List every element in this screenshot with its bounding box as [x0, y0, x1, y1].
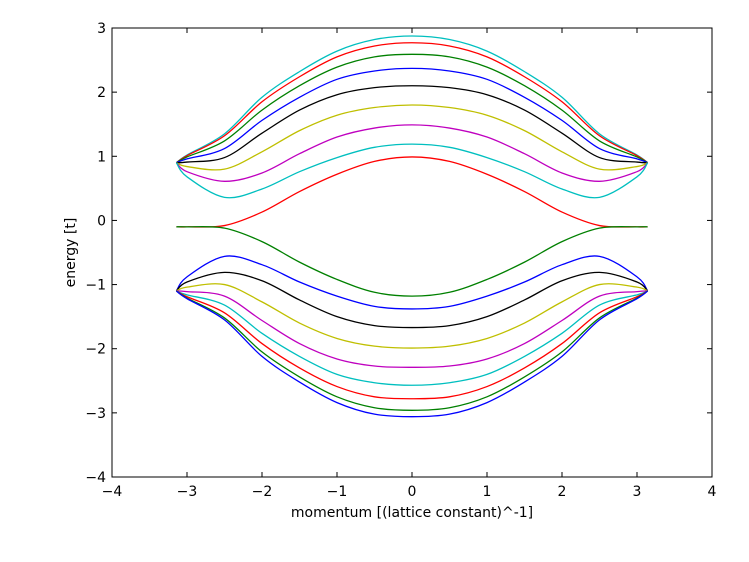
y-tick-label: −3 [85, 406, 106, 422]
y-tick-label: 1 [97, 149, 106, 165]
series-line-band-upper-9 [175, 35, 649, 164]
series-layer [175, 35, 649, 418]
x-tick-label: 0 [408, 484, 417, 500]
x-tick-label: −4 [102, 484, 123, 500]
series-line-band-lower-5 [176, 290, 648, 368]
series-line-band-upper-7 [176, 53, 648, 164]
y-tick-label: 2 [97, 85, 106, 101]
ticks-layer: −4 −3 −2 −1 0 1 2 3 4 −4 −3 −2 −1 0 1 2 3 [85, 21, 716, 500]
series-line-band-lower-7 [176, 290, 648, 400]
x-tick-label: −2 [252, 484, 273, 500]
y-tick-label: −1 [85, 278, 106, 294]
series-line-band-upper-5 [176, 85, 648, 164]
x-tick-label: 2 [558, 484, 567, 500]
series-line-band-lower-1-edge [176, 225, 648, 297]
series-line-band-upper-3 [175, 124, 649, 182]
plot-area: −4 −3 −2 −1 0 1 2 3 4 −4 −3 −2 −1 0 1 2 3 [85, 21, 716, 500]
x-tick-label: −1 [327, 484, 348, 500]
x-tick-label: 1 [483, 484, 492, 500]
series-line-band-lower-2 [175, 255, 649, 310]
y-tick-label: −4 [85, 470, 106, 486]
x-tick-label: 3 [633, 484, 642, 500]
y-tick-label: −2 [85, 342, 106, 358]
series-line-band-lower-4 [176, 283, 648, 349]
series-line-band-lower-3 [175, 271, 649, 329]
series-line-band-upper-1-edge [176, 156, 648, 228]
series-line-band-lower-9 [175, 290, 649, 418]
series-line-band-upper-8 [176, 42, 648, 164]
x-tick-label: 4 [708, 484, 717, 500]
series-line-band-upper-6 [176, 67, 648, 164]
x-axis-label: momentum [(lattice constant)^-1] [291, 505, 533, 521]
series-line-band-lower-8 [176, 290, 648, 411]
series-line-band-upper-2 [175, 143, 649, 199]
series-line-band-upper-4 [176, 104, 648, 171]
x-tick-label: −3 [177, 484, 198, 500]
series-line-band-lower-6 [176, 290, 648, 386]
y-tick-label: 0 [97, 213, 106, 229]
y-axis-label: energy [t] [63, 218, 79, 288]
y-tick-label: 3 [97, 21, 106, 37]
